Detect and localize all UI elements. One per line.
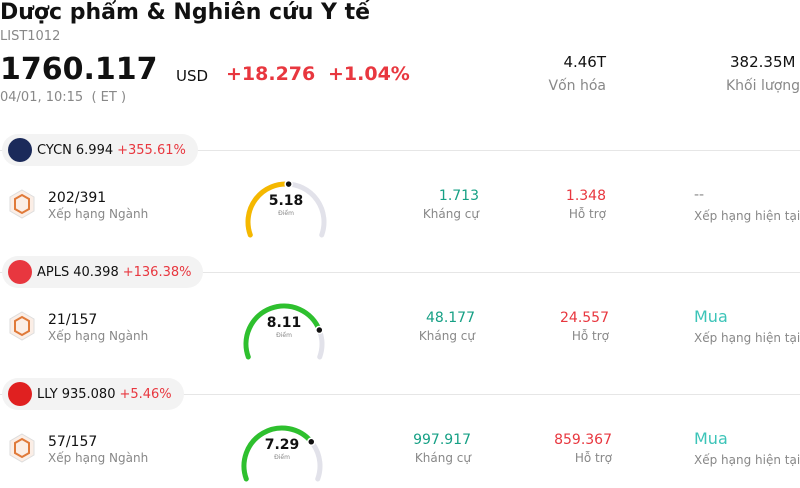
support: 859.367	[554, 432, 612, 448]
gauge	[243, 303, 325, 360]
score: 8.11	[266, 315, 302, 331]
rank-label: Xếp hạng Ngành	[48, 207, 149, 221]
support: 1.348	[565, 188, 606, 204]
stock-price: 40.398	[73, 264, 119, 280]
rating-label: Xếp hạng hiện tại	[694, 331, 800, 345]
ticker: CYCN	[37, 142, 72, 158]
title: Dược phẩm & Nghiên cứu Y tế	[0, 0, 371, 25]
score-label: Điểm	[274, 454, 290, 461]
gauge-fill	[245, 181, 292, 238]
stock-pill: CYCN 6.994 +355.61%	[2, 134, 198, 166]
rating-label: Xếp hạng hiện tại	[694, 209, 800, 223]
stock-pill: LLY 935.080 +5.46%	[2, 378, 184, 410]
rank: 57/157	[48, 434, 98, 450]
rating: --	[694, 187, 705, 203]
rank-label: Xếp hạng Ngành	[48, 451, 149, 465]
gauge-dot	[284, 179, 293, 189]
stock-logo	[8, 138, 32, 162]
resistance-label: Kháng cự	[422, 207, 479, 221]
score: 5.18	[268, 193, 304, 209]
volume-label: Khối lượng	[726, 78, 800, 94]
score: 7.29	[264, 437, 300, 453]
change: +18.276	[226, 63, 316, 85]
stock-logo	[8, 382, 32, 406]
gauge-fill	[243, 303, 322, 360]
score-label: Điểm	[278, 210, 294, 217]
rank: 21/157	[48, 312, 98, 328]
ticker: APLS	[37, 264, 70, 280]
rating: Mua	[694, 429, 728, 448]
gauge-dot	[315, 325, 324, 335]
gauge	[245, 179, 327, 238]
support: 24.557	[560, 310, 609, 326]
gauge-dot	[307, 437, 316, 447]
market-cap-label: Vốn hóa	[548, 78, 606, 94]
separator	[0, 272, 800, 273]
code: LIST1012	[0, 29, 61, 44]
resistance-label: Kháng cự	[414, 451, 471, 465]
ticker: LLY	[37, 386, 58, 402]
gauge-fill	[241, 425, 314, 482]
rating-label: Xếp hạng hiện tại	[694, 453, 800, 467]
time: 04/01, 10:15 ( ET )	[0, 90, 127, 105]
stock-change: +355.61%	[117, 142, 186, 158]
gauge	[241, 425, 323, 482]
volume: 382.35M	[730, 53, 796, 71]
support-label: Hỗ trợ	[571, 329, 609, 343]
stock-price: 935.080	[61, 386, 116, 402]
stock-change: +136.38%	[122, 264, 192, 280]
separator	[0, 150, 800, 151]
rating: Mua	[694, 307, 728, 326]
currency: USD	[176, 67, 209, 85]
market-cap: 4.46T	[563, 53, 606, 71]
rank-icon	[9, 433, 35, 463]
score-label: Điểm	[276, 332, 292, 339]
stock-pill: APLS 40.398 +136.38%	[2, 256, 204, 288]
resistance: 997.917	[413, 432, 471, 448]
rank: 202/391	[48, 190, 107, 206]
resistance-label: Kháng cự	[418, 329, 475, 343]
stock-logo	[8, 260, 32, 284]
rank-icon	[9, 311, 35, 341]
support-label: Hỗ trợ	[568, 207, 606, 221]
change-pct: +1.04%	[328, 63, 410, 85]
rank-label: Xếp hạng Ngành	[48, 329, 149, 343]
resistance: 48.177	[426, 310, 475, 326]
stock-price: 6.994	[75, 142, 114, 158]
separator	[0, 394, 800, 395]
support-label: Hỗ trợ	[574, 451, 612, 465]
price: 1760.117	[0, 52, 158, 87]
rank-icon	[9, 189, 35, 219]
resistance: 1.713	[438, 188, 479, 204]
stock-change: +5.46%	[119, 386, 172, 402]
